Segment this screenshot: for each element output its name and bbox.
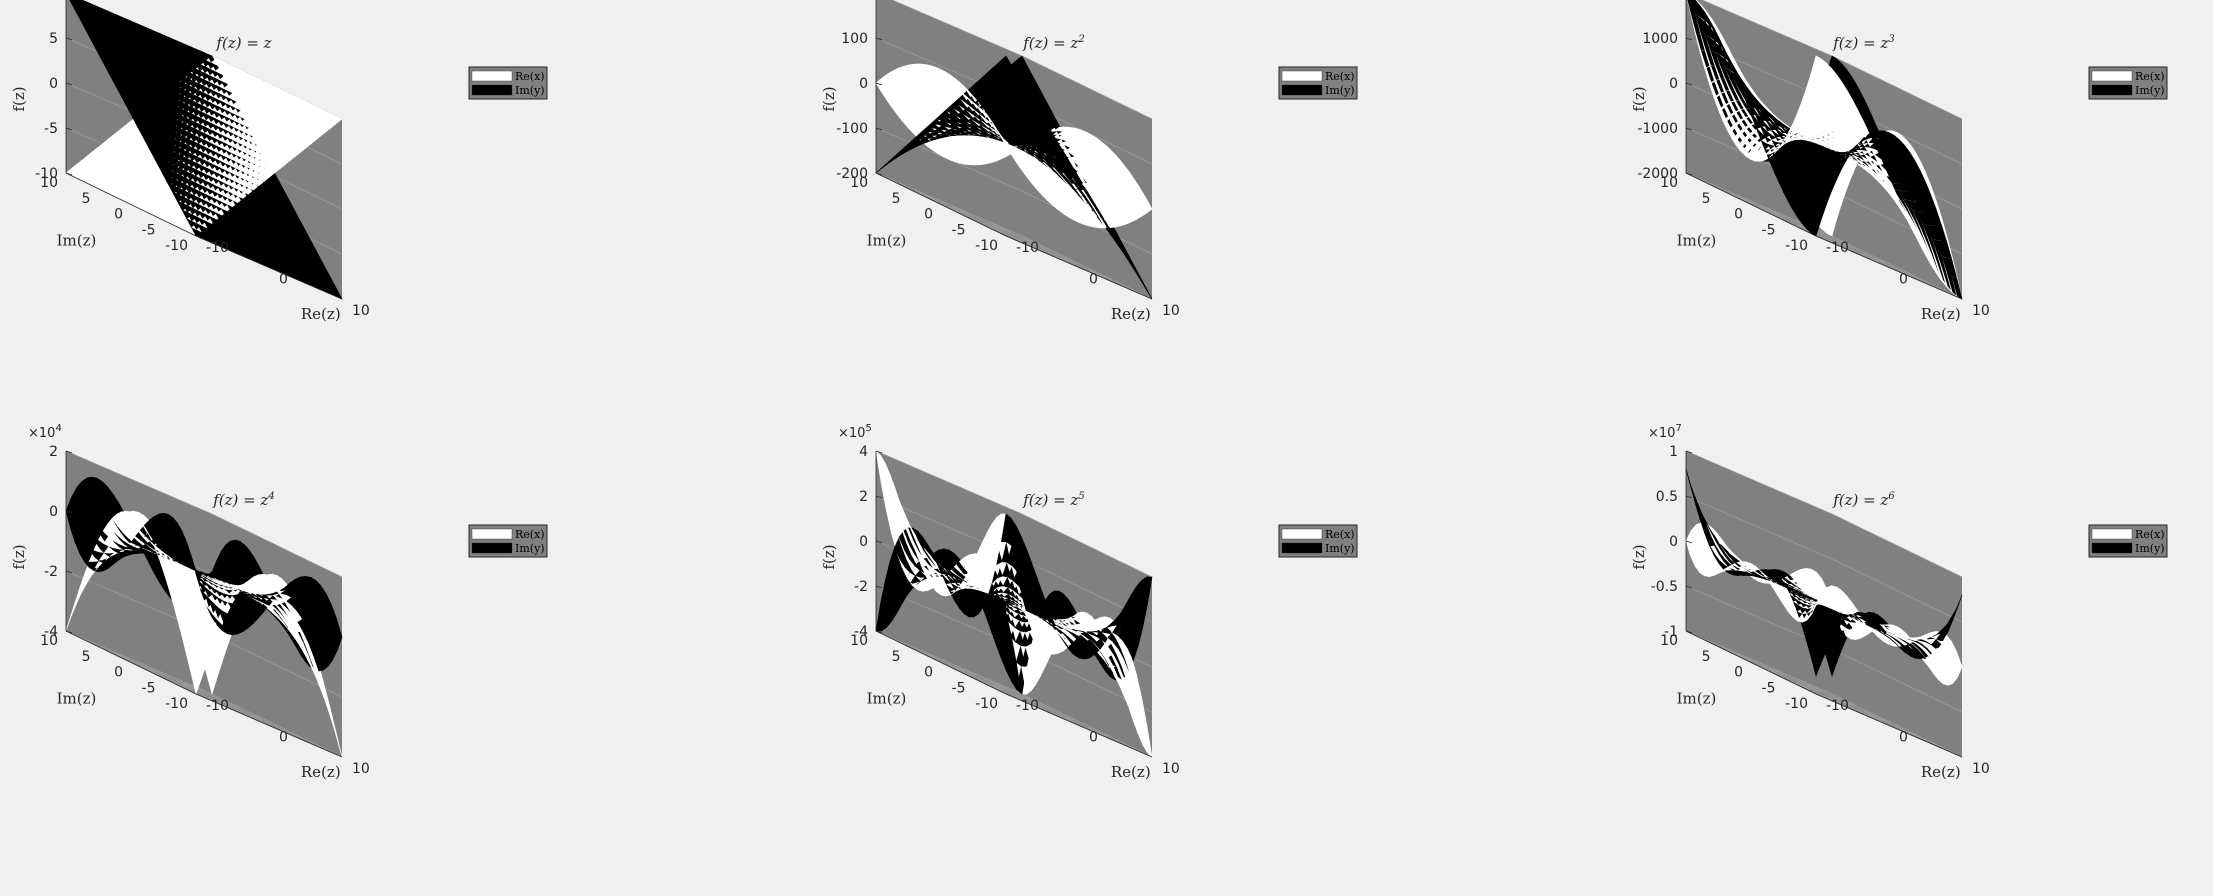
y-tick-label: -10 <box>165 238 188 254</box>
y-tick-label: 5 <box>892 191 901 207</box>
surfaces <box>65 0 343 300</box>
z-axis-label: f(z) <box>10 86 28 111</box>
subplot-title: f(z) = z <box>215 34 271 52</box>
x-tick-label: 0 <box>1089 272 1098 288</box>
z-tick-label: 0 <box>859 76 868 92</box>
legend-label: Im(y) <box>515 84 545 97</box>
z-tick-label: -1000 <box>1637 121 1678 137</box>
x-tick-label: 10 <box>352 303 370 319</box>
subplot-title: f(z) = z3 <box>1832 34 1895 52</box>
y-tick-label: -5 <box>142 222 156 238</box>
y-tick-label: 5 <box>82 191 91 207</box>
x-axis-label: Re(z) <box>301 305 341 323</box>
legend-swatch <box>2091 84 2133 96</box>
subplot-3: -2000-1000010002000-10-50510-10010Re(z)I… <box>1630 0 2168 323</box>
legend-label: Re(x) <box>2135 70 2165 83</box>
subplot-title: f(z) = z2 <box>1022 34 1085 52</box>
x-tick-label: 0 <box>279 272 288 288</box>
z-tick-label: -100 <box>836 121 868 137</box>
legend: Re(x)Im(y) <box>468 66 548 100</box>
subplot-2: -200-1000100200-10-50510-10010Re(z)Im(z)… <box>820 0 1358 323</box>
z-tick-label: -5 <box>44 121 58 137</box>
subplot-1: -10-50510-10-50510-10010Re(z)Im(z)f(z)f(… <box>10 0 548 323</box>
legend-swatch <box>471 70 513 82</box>
z-tick-label: 0 <box>1669 76 1678 92</box>
z-tick-label: 5 <box>49 31 58 47</box>
x-tick-label: 0 <box>1899 272 1908 288</box>
z-tick-label: 1000 <box>1642 31 1678 47</box>
x-tick-label: -10 <box>206 240 229 256</box>
y-tick-label: -10 <box>975 238 998 254</box>
legend: Re(x)Im(y) <box>2088 66 2168 100</box>
subplot-4: -4-202-10-50510-10010Re(z)Im(z)f(z)×104f… <box>10 423 548 781</box>
legend-swatch <box>2091 70 2133 82</box>
legend-swatch <box>471 84 513 96</box>
x-axis-label: Re(z) <box>1111 305 1151 323</box>
y-tick-label: 10 <box>40 175 58 191</box>
z-axis-label: f(z) <box>1630 86 1648 111</box>
z-axis-label: f(z) <box>820 86 838 111</box>
z-tick-label: 100 <box>841 31 868 47</box>
x-axis-label: Re(z) <box>1921 305 1961 323</box>
z-tick-label: 10 <box>40 0 58 2</box>
x-tick-label: 10 <box>1162 303 1180 319</box>
legend-swatch <box>1281 84 1323 96</box>
y-tick-label: -5 <box>952 222 966 238</box>
y-tick-label: -5 <box>1762 222 1776 238</box>
y-axis-label: Im(z) <box>1677 231 1717 249</box>
z-tick-label: 0 <box>49 76 58 92</box>
y-tick-label: -10 <box>1785 238 1808 254</box>
legend-label: Re(x) <box>1325 70 1355 83</box>
legend-label: Im(y) <box>1325 84 1355 97</box>
x-tick-label: -10 <box>1826 240 1849 256</box>
z-tick-label: 2000 <box>1642 0 1678 2</box>
y-tick-label: 0 <box>1734 207 1743 223</box>
legend-label: Re(x) <box>515 70 545 83</box>
y-tick-label: 10 <box>850 175 868 191</box>
y-axis-label: Im(z) <box>57 231 97 249</box>
y-tick-label: 10 <box>1660 175 1678 191</box>
x-tick-label: -10 <box>1016 240 1039 256</box>
legend: Re(x)Im(y) <box>1278 66 1358 100</box>
y-axis-label: Im(z) <box>867 231 907 249</box>
y-tick-label: 5 <box>1702 191 1711 207</box>
legend-swatch <box>1281 70 1323 82</box>
x-tick-label: 10 <box>1972 303 1990 319</box>
y-tick-label: 0 <box>114 207 123 223</box>
z-tick-label: 200 <box>841 0 868 2</box>
y-tick-label: 0 <box>924 207 933 223</box>
legend-label: Im(y) <box>2135 84 2165 97</box>
